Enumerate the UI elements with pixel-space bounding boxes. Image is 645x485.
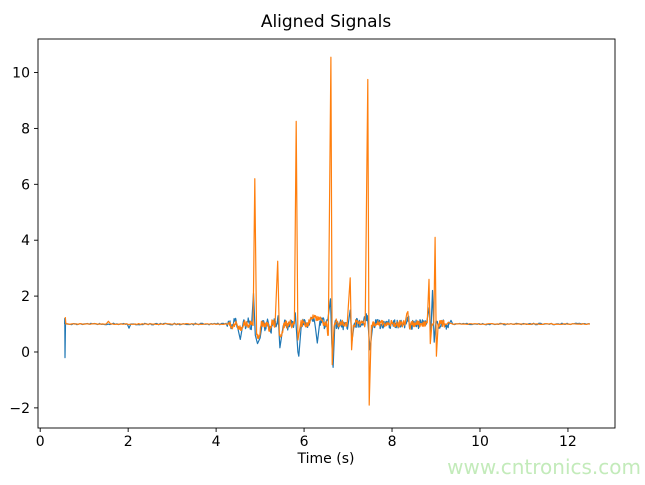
y-tick-label: 10 [12, 66, 30, 82]
x-tick-label: 2 [124, 434, 133, 450]
x-tick-label: 10 [471, 434, 489, 450]
plot-frame [37, 38, 616, 429]
x-tick-label: 4 [212, 434, 221, 450]
series-line-orange [64, 56, 590, 406]
plot-layer: 0 2 4 6 8 10 12 −2 0 2 4 6 8 10 [9, 38, 616, 450]
y-tick-label: 8 [21, 121, 30, 137]
y-tick-label: 4 [21, 233, 30, 249]
x-tick-label: 0 [36, 434, 45, 450]
y-tick-label: 2 [21, 289, 30, 305]
x-tick-label: 6 [300, 434, 309, 450]
y-tick-label: −2 [9, 401, 30, 417]
chart-title: Aligned Signals [261, 12, 392, 32]
watermark: www.cntronics.com [447, 455, 641, 479]
x-tick-label: 12 [559, 434, 577, 450]
y-tick-label: 6 [21, 177, 30, 193]
x-axis-label: Time (s) [297, 451, 355, 467]
y-tick-label: 0 [21, 345, 30, 361]
x-tick-label: 8 [388, 434, 397, 450]
